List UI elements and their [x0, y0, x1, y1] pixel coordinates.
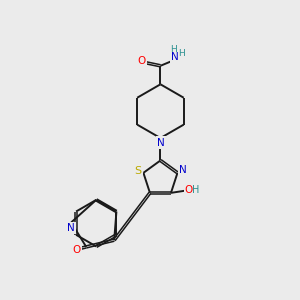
- Text: N: N: [179, 165, 187, 176]
- Text: N: N: [157, 137, 165, 148]
- Text: H: H: [192, 185, 200, 196]
- Text: O: O: [185, 185, 193, 196]
- Text: S: S: [134, 166, 142, 176]
- Text: N: N: [171, 52, 179, 62]
- Text: O: O: [73, 245, 81, 255]
- Text: N: N: [67, 223, 75, 233]
- Text: H: H: [170, 45, 177, 54]
- Text: H: H: [178, 49, 185, 58]
- Text: O: O: [137, 56, 146, 66]
